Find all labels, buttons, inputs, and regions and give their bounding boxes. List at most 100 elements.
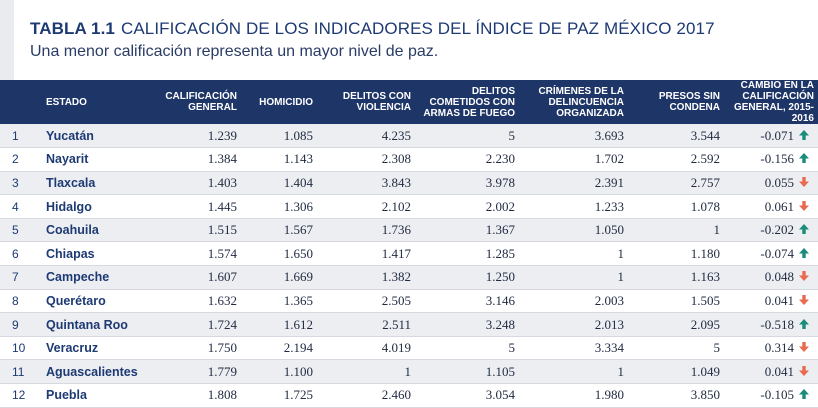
cell-crimenes-delincuencia: 1.050 xyxy=(519,218,628,243)
cell-presos-sin-condena: 1.505 xyxy=(628,289,724,314)
cell-presos-sin-condena: 1.163 xyxy=(628,265,724,290)
cell-state: Chiapas xyxy=(40,241,155,267)
cell-calificacion-general: 1.403 xyxy=(155,171,241,196)
cell-presos-sin-condena: 3.544 xyxy=(628,124,724,149)
table-subtitle: Una menor calificación representa un may… xyxy=(30,43,439,60)
table-row: 3 Tlaxcala 1.403 1.404 3.843 3.978 2.391 2.757 0… xyxy=(0,171,818,196)
cell-rank: 4 xyxy=(0,194,40,219)
cell-delitos-armas: 2.002 xyxy=(415,194,519,219)
cell-delitos-violencia: 1.736 xyxy=(317,218,415,243)
cell-crimenes-delincuencia: 2.391 xyxy=(519,171,628,196)
arrow-down-icon xyxy=(799,271,809,282)
arrow-up-icon xyxy=(799,153,809,164)
change-value: -0.202 xyxy=(760,222,794,238)
cell-state: Veracruz xyxy=(40,336,155,361)
cell-delitos-violencia: 1.382 xyxy=(317,265,415,290)
cell-cambio-calificacion: 0.055 xyxy=(724,171,818,196)
cell-calificacion-general: 1.632 xyxy=(155,289,241,314)
cell-homicidio: 1.365 xyxy=(241,289,317,314)
cell-calificacion-general: 1.724 xyxy=(155,312,241,337)
cell-calificacion-general: 1.779 xyxy=(155,359,241,385)
cell-crimenes-delincuencia: 3.693 xyxy=(519,124,628,149)
table-title-block: TABLA 1.1 CALIFICACIÓN DE LOS INDICADORES… xyxy=(0,0,818,80)
arrow-up-icon xyxy=(799,247,809,258)
cell-homicidio: 1.085 xyxy=(241,124,317,149)
table-title: TABLA 1.1 CALIFICACIÓN DE LOS INDICADORES… xyxy=(30,19,715,39)
cell-delitos-armas: 1.250 xyxy=(415,265,519,290)
cell-calificacion-general: 1.607 xyxy=(155,265,241,290)
cell-delitos-armas: 1.285 xyxy=(415,241,519,267)
cell-delitos-violencia: 1.417 xyxy=(317,241,415,267)
cell-calificacion-general: 1.750 xyxy=(155,336,241,361)
change-value: -0.074 xyxy=(760,245,794,261)
table-row: 2 Nayarit 1.384 1.143 2.308 2.230 1.702 2.592 -0… xyxy=(0,147,818,172)
change-value: -0.518 xyxy=(760,316,794,332)
table-row: 6 Chiapas 1.574 1.650 1.417 1.285 1 1.180 -0.074 xyxy=(0,241,818,267)
cell-presos-sin-condena: 1.180 xyxy=(628,241,724,267)
arrow-down-icon xyxy=(799,342,809,353)
header-cambio-calificacion: CAMBIO EN LA CALIFICACIÓN GENERAL, 2015-… xyxy=(733,80,814,124)
cell-cambio-calificacion: 0.041 xyxy=(724,359,818,385)
cell-cambio-calificacion: -0.156 xyxy=(724,147,818,172)
cell-delitos-violencia: 2.102 xyxy=(317,194,415,219)
cell-crimenes-delincuencia: 1.702 xyxy=(519,147,628,172)
change-value: 0.041 xyxy=(764,363,794,379)
header-crimenes-delincuencia: CRÍMENES DE LA DELINCUENCIA ORGANIZADA xyxy=(538,85,624,119)
cell-rank: 11 xyxy=(0,359,40,385)
header-homicidio: HOMICIDIO xyxy=(259,96,313,108)
cell-homicidio: 1.404 xyxy=(241,171,317,196)
cell-homicidio: 1.669 xyxy=(241,265,317,290)
cell-presos-sin-condena: 3.850 xyxy=(628,383,724,408)
cell-crimenes-delincuencia: 1 xyxy=(519,359,628,385)
cell-rank: 5 xyxy=(0,218,40,243)
cell-rank: 1 xyxy=(0,124,40,149)
cell-calificacion-general: 1.239 xyxy=(155,124,241,149)
cell-presos-sin-condena: 1 xyxy=(628,218,724,243)
change-value: -0.071 xyxy=(760,127,794,143)
arrow-up-icon xyxy=(799,129,809,140)
cell-state: Hidalgo xyxy=(40,194,155,219)
cell-calificacion-general: 1.384 xyxy=(155,147,241,172)
cell-homicidio: 1.612 xyxy=(241,312,317,337)
arrow-up-icon xyxy=(799,224,809,235)
table-body: 1 Yucatán 1.239 1.085 4.235 5 3.693 3.544 -0.071… xyxy=(0,124,818,408)
cell-delitos-armas: 5 xyxy=(415,336,519,361)
cell-rank: 9 xyxy=(0,312,40,337)
cell-homicidio: 1.567 xyxy=(241,218,317,243)
cell-crimenes-delincuencia: 1.980 xyxy=(519,383,628,408)
cell-delitos-violencia: 2.505 xyxy=(317,289,415,314)
arrow-up-icon xyxy=(799,389,809,400)
cell-homicidio: 1.100 xyxy=(241,359,317,385)
cell-cambio-calificacion: -0.518 xyxy=(724,312,818,337)
cell-crimenes-delincuencia: 1 xyxy=(519,265,628,290)
cell-crimenes-delincuencia: 1.233 xyxy=(519,194,628,219)
cell-cambio-calificacion: 0.314 xyxy=(724,336,818,361)
header-calificacion-general: CALIFICACIÓN GENERAL xyxy=(165,91,237,113)
cell-homicidio: 2.194 xyxy=(241,336,317,361)
cell-calificacion-general: 1.515 xyxy=(155,218,241,243)
table-row: 5 Coahuila 1.515 1.567 1.736 1.367 1.050 1 -0.20… xyxy=(0,218,818,243)
cell-delitos-armas: 3.978 xyxy=(415,171,519,196)
cell-rank: 10 xyxy=(0,336,40,361)
table-header-row: ESTADO CALIFICACIÓN GENERAL HOMICIDIO DE… xyxy=(0,80,818,124)
cell-delitos-violencia: 2.460 xyxy=(317,383,415,408)
cell-delitos-armas: 5 xyxy=(415,124,519,149)
title-accent-bar xyxy=(0,0,14,80)
cell-cambio-calificacion: -0.202 xyxy=(724,218,818,243)
cell-homicidio: 1.306 xyxy=(241,194,317,219)
cell-crimenes-delincuencia: 2.013 xyxy=(519,312,628,337)
cell-delitos-armas: 1.367 xyxy=(415,218,519,243)
cell-delitos-violencia: 2.308 xyxy=(317,147,415,172)
cell-delitos-violencia: 2.511 xyxy=(317,312,415,337)
cell-crimenes-delincuencia: 1 xyxy=(519,241,628,267)
cell-presos-sin-condena: 2.757 xyxy=(628,171,724,196)
cell-cambio-calificacion: -0.074 xyxy=(724,241,818,267)
cell-state: Puebla xyxy=(40,383,155,408)
cell-calificacion-general: 1.808 xyxy=(155,383,241,408)
cell-presos-sin-condena: 5 xyxy=(628,336,724,361)
cell-delitos-armas: 3.248 xyxy=(415,312,519,337)
change-value: -0.105 xyxy=(760,387,794,403)
change-value: 0.048 xyxy=(764,269,794,285)
change-value: 0.041 xyxy=(764,292,794,308)
arrow-down-icon xyxy=(799,176,809,187)
